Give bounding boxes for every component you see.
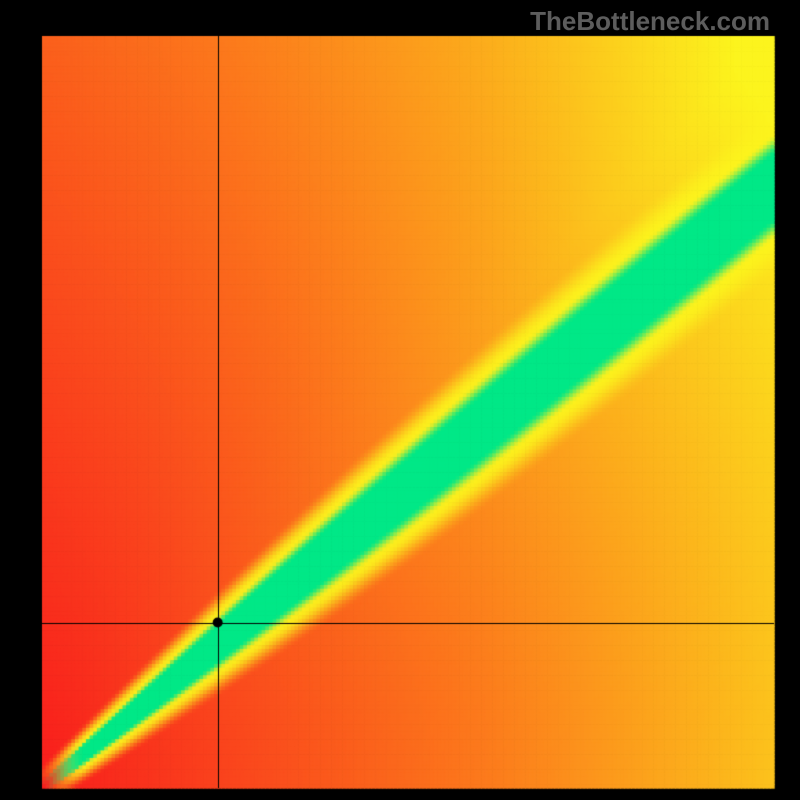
chart-container: { "type": "heatmap", "canvas": { "width"… [0,0,800,800]
bottleneck-heatmap [0,0,800,800]
